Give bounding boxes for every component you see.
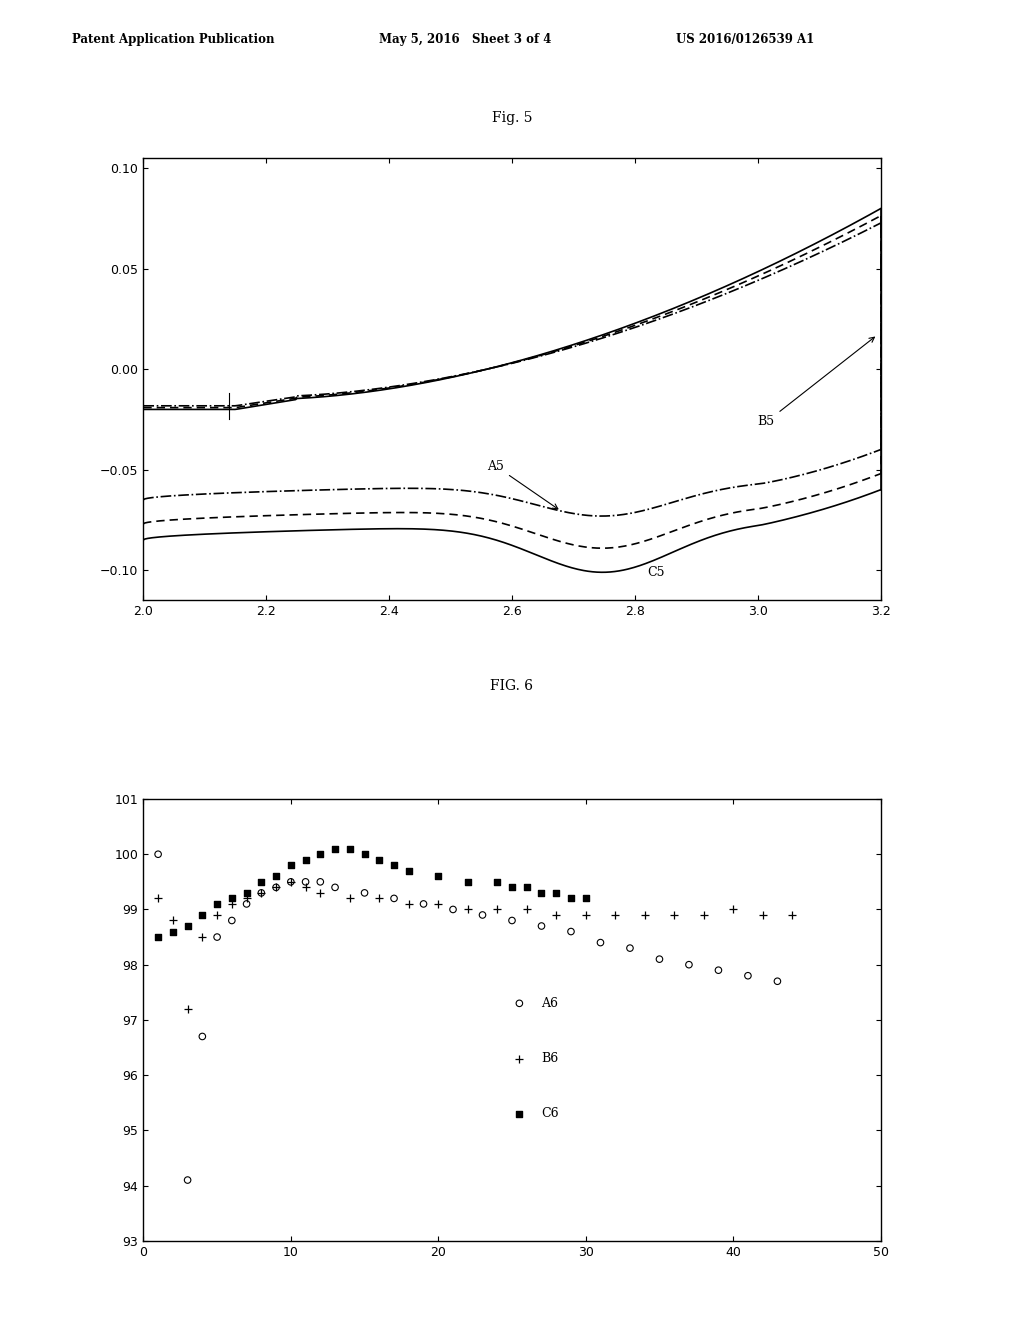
Point [695,904,712,925]
Point [179,998,196,1019]
Point [511,993,527,1014]
Point [444,899,461,920]
Point [739,965,756,986]
Point [342,888,358,909]
Point [548,904,564,925]
Point [592,932,608,953]
Point [637,904,653,925]
Point [518,899,535,920]
Point [239,888,255,909]
Point [416,894,432,915]
Point [297,871,313,892]
Point [312,882,329,903]
Point [327,838,343,859]
Point [312,843,329,865]
Point [327,876,343,898]
Point [283,855,299,876]
Point [511,1048,527,1069]
Point [489,871,506,892]
Point [253,871,269,892]
Point [681,954,697,975]
Text: Fig. 5: Fig. 5 [492,111,532,125]
Point [622,937,638,958]
Point [209,904,225,925]
Text: US 2016/0126539 A1: US 2016/0126539 A1 [676,33,814,46]
Point [563,888,580,909]
Point [195,904,211,925]
Point [150,927,166,948]
Point [489,899,506,920]
Text: FIG. 6: FIG. 6 [490,678,534,693]
Point [400,894,417,915]
Point [268,876,285,898]
Point [283,871,299,892]
Point [725,899,741,920]
Point [165,921,181,942]
Point [534,882,550,903]
Point [386,855,402,876]
Point [386,888,402,909]
Point [563,921,580,942]
Point [769,970,785,991]
Point [342,838,358,859]
Point [239,894,255,915]
Text: A5: A5 [487,459,558,510]
Point [356,843,373,865]
Point [666,904,682,925]
Point [223,888,240,909]
Point [195,1026,211,1047]
Point [165,909,181,931]
Point [504,909,520,931]
Point [578,888,594,909]
Text: B6: B6 [542,1052,559,1065]
Text: A6: A6 [542,997,558,1010]
Point [430,866,446,887]
Text: C5: C5 [647,566,665,579]
Point [179,916,196,937]
Point [283,871,299,892]
Point [209,927,225,948]
Text: May 5, 2016   Sheet 3 of 4: May 5, 2016 Sheet 3 of 4 [379,33,551,46]
Point [511,1104,527,1125]
Text: B5: B5 [758,337,874,429]
Point [474,904,490,925]
Point [150,843,166,865]
Point [711,960,727,981]
Point [195,927,211,948]
Text: C6: C6 [542,1107,559,1121]
Point [430,894,446,915]
Point [268,876,285,898]
Point [268,866,285,887]
Point [253,882,269,903]
Point [755,904,771,925]
Point [297,876,313,898]
Point [371,849,387,870]
Point [312,871,329,892]
Point [548,882,564,903]
Point [356,882,373,903]
Text: Patent Application Publication: Patent Application Publication [72,33,274,46]
Point [504,876,520,898]
Point [400,861,417,882]
Point [607,904,624,925]
Point [150,888,166,909]
Point [518,876,535,898]
Point [651,949,668,970]
Point [578,904,594,925]
Point [253,882,269,903]
Point [179,1170,196,1191]
Point [460,899,476,920]
Point [534,916,550,937]
Point [223,894,240,915]
Point [371,888,387,909]
Point [239,882,255,903]
Point [223,909,240,931]
Point [209,894,225,915]
Point [297,849,313,870]
Point [784,904,801,925]
Point [460,871,476,892]
